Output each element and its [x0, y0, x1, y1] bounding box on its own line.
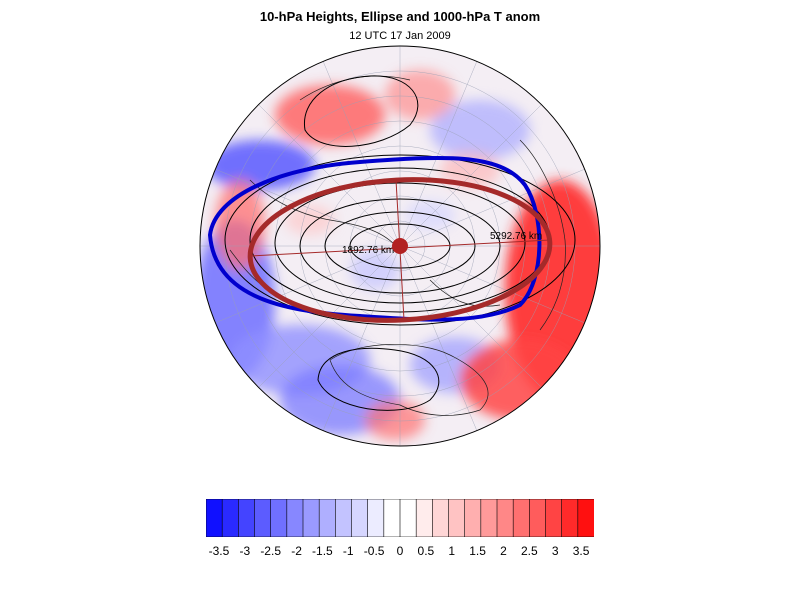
colorbar-swatch: [577, 499, 594, 537]
colorbar-tick-label: -2.5: [260, 544, 281, 558]
colorbar-swatch: [367, 499, 385, 537]
colorbar: [206, 499, 594, 537]
colorbar-tick-label: 2.5: [520, 544, 538, 558]
colorbar-tick-label: 3.5: [572, 544, 590, 558]
colorbar-swatch: [512, 499, 530, 537]
colorbar-swatch: [464, 499, 482, 537]
colorbar-swatch: [561, 499, 579, 537]
colorbar-tick-label: 0: [396, 544, 404, 558]
minor-axis-label: 1892.76 km: [342, 245, 394, 256]
map-title: 10-hPa Heights, Ellipse and 1000-hPa T a…: [259, 9, 541, 24]
colorbar-tick-label: -3.5: [208, 544, 230, 558]
colorbar-labels: -3.5 -3 -2.5 -2 -1.5 -1 -0.5 0 0.5 1 1.5 2 2.5 3 3.5: [0, 544, 800, 560]
colorbar-swatch: [448, 499, 466, 537]
colorbar-swatch: [432, 499, 450, 537]
colorbar-tick-label: 1.5: [469, 544, 486, 558]
colorbar-swatch: [302, 499, 320, 537]
height-contours: [224, 75, 576, 411]
colorbar-swatch: [496, 499, 514, 537]
colorbar-swatch: [318, 499, 336, 537]
colorbar-tick-label: -3: [239, 544, 251, 558]
colorbar-swatch: [545, 499, 563, 537]
colorbar-tick-label: 2: [500, 544, 507, 558]
globe-outline: [199, 45, 601, 447]
colorbar-swatch: [351, 499, 369, 537]
colorbar-swatch: [221, 499, 239, 537]
colorbar-swatch: [286, 499, 304, 537]
colorbar-swatch: [415, 499, 433, 537]
colorbar-tick-label: 3: [551, 544, 559, 558]
colorbar-tick-label: -2: [291, 544, 302, 558]
colorbar-swatch: [335, 499, 353, 537]
colorbar-tick-label: -1.5: [312, 544, 333, 558]
colorbar-tick-label: -1: [342, 544, 354, 558]
vortex-center-marker: [392, 238, 408, 254]
colorbar-tick-label: -0.5: [363, 544, 385, 558]
temperature-anomaly-field: 5292.76 km 1892.76 km: [200, 46, 600, 446]
colorbar-swatch: [254, 499, 272, 537]
major-axis-label: 5292.76 km: [490, 231, 542, 242]
colorbar-swatch: [238, 499, 256, 537]
colorbar-tick-label: 1: [448, 544, 456, 558]
colorbar-swatch: [270, 499, 288, 537]
map-subtitle: 12 UTC 17 Jan 2009: [349, 30, 451, 42]
colorbar-swatch: [399, 499, 417, 537]
colorbar-swatch: [480, 499, 498, 537]
colorbar-swatch: [383, 499, 401, 537]
colorbar-swatch: [206, 499, 223, 537]
colorbar-swatch: [529, 499, 547, 537]
colorbar-tick-label: 0.5: [417, 544, 435, 558]
